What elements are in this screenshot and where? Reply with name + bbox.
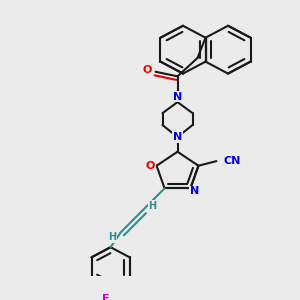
Text: CN: CN bbox=[224, 156, 241, 166]
Text: N: N bbox=[173, 132, 182, 142]
Text: H: H bbox=[109, 232, 117, 242]
Text: O: O bbox=[143, 65, 152, 75]
Text: F: F bbox=[102, 294, 109, 300]
Text: N: N bbox=[190, 186, 199, 196]
Text: O: O bbox=[146, 161, 155, 171]
Text: N: N bbox=[173, 92, 182, 102]
Text: H: H bbox=[148, 201, 157, 211]
